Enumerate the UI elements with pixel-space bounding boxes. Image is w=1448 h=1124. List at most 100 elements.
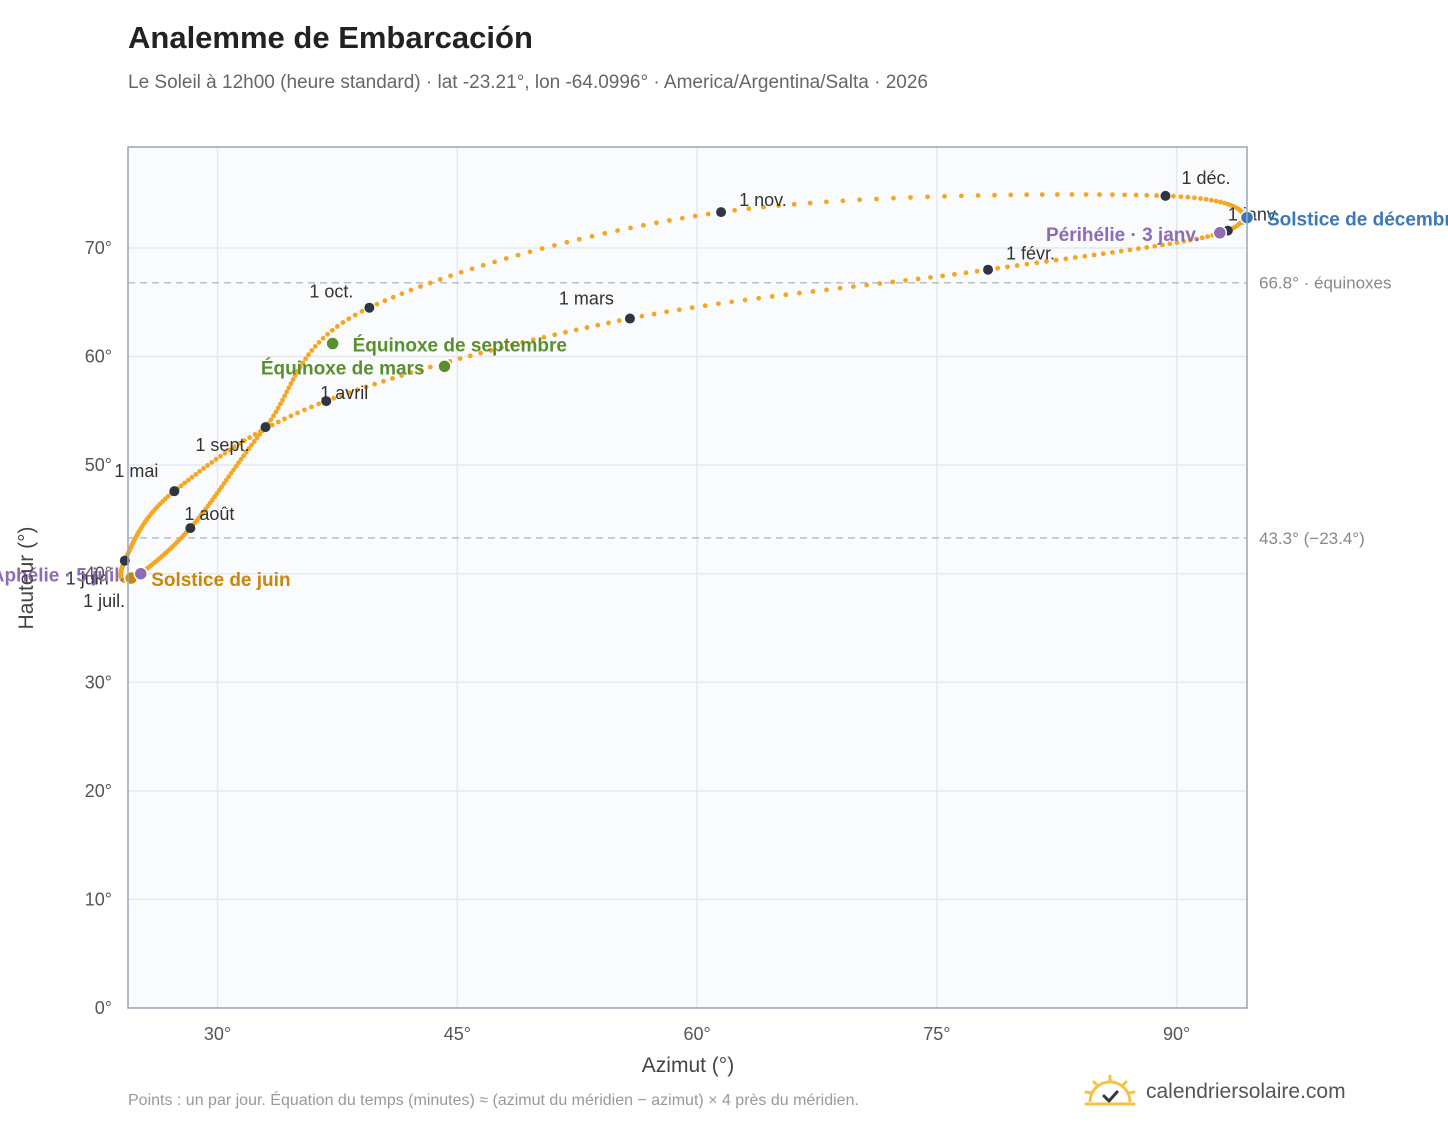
plot-frame xyxy=(127,146,1248,1009)
day-point xyxy=(339,393,344,398)
day-point xyxy=(616,318,622,324)
month-label: 1 juil. xyxy=(83,591,125,611)
day-point xyxy=(233,463,239,469)
day-point xyxy=(925,194,930,200)
day-point xyxy=(254,435,260,441)
day-point xyxy=(221,481,227,486)
day-point xyxy=(282,416,287,422)
day-point xyxy=(228,470,234,476)
month-label: 1 août xyxy=(184,504,234,524)
day-point xyxy=(807,200,813,206)
x-axis-ticks: 30° 45° 60° 75° 90° xyxy=(204,1024,1190,1044)
day-point xyxy=(312,344,318,349)
day-point xyxy=(942,193,947,199)
day-point xyxy=(269,422,275,428)
day-point xyxy=(975,193,981,198)
day-point xyxy=(651,311,657,317)
chart-title: Analemme de Embarcación xyxy=(128,20,533,55)
day-point xyxy=(282,393,288,399)
day-point xyxy=(1083,192,1089,197)
day-point xyxy=(1034,260,1040,266)
day-point xyxy=(288,381,294,387)
day-point xyxy=(236,441,242,447)
day-point xyxy=(903,278,908,283)
day-point xyxy=(602,230,608,236)
chart-subtitle: Le Soleil à 12h00 (heure standard) · lat… xyxy=(128,72,928,93)
event-label: Équinoxe de septembre xyxy=(353,335,567,357)
day-point xyxy=(1097,192,1102,197)
day-point xyxy=(877,281,883,286)
day-point xyxy=(303,356,308,362)
day-point xyxy=(1008,192,1014,198)
day-point xyxy=(243,449,249,455)
day-point xyxy=(530,337,536,343)
y-axis-label: Hauteur (°) xyxy=(15,527,38,630)
day-point xyxy=(1024,192,1030,198)
day-point xyxy=(241,453,247,459)
day-point xyxy=(963,270,969,276)
day-point xyxy=(334,324,340,329)
day-point xyxy=(286,385,292,391)
day-point xyxy=(209,459,215,465)
month-marker xyxy=(169,486,180,497)
day-point xyxy=(280,397,285,403)
day-point xyxy=(325,331,330,337)
day-point xyxy=(231,467,236,473)
day-point xyxy=(273,409,279,415)
brand[interactable]: calendriersolaire.com xyxy=(1084,1072,1346,1112)
day-point xyxy=(246,446,252,451)
day-point xyxy=(874,196,879,202)
day-point xyxy=(776,203,782,209)
day-point xyxy=(249,442,254,448)
day-point xyxy=(236,460,241,466)
day-point xyxy=(346,390,352,396)
day-point xyxy=(756,295,762,301)
month-marker xyxy=(716,207,727,218)
month-label: 1 févr. xyxy=(1006,244,1055,264)
day-point xyxy=(1159,242,1165,248)
day-point xyxy=(1044,259,1049,264)
day-point xyxy=(499,345,504,351)
day-point xyxy=(676,307,682,313)
day-point xyxy=(823,199,829,205)
day-point xyxy=(1194,236,1199,242)
day-point xyxy=(595,322,601,328)
day-point xyxy=(219,484,224,490)
event-marker xyxy=(325,336,340,351)
day-point xyxy=(824,287,829,293)
x-tick-label: 45° xyxy=(444,1024,471,1044)
day-point xyxy=(1110,192,1115,198)
day-point xyxy=(692,213,698,219)
day-point xyxy=(418,367,423,373)
day-point xyxy=(628,225,633,231)
day-point xyxy=(940,273,946,279)
day-point xyxy=(1208,197,1214,203)
day-point xyxy=(1187,237,1193,243)
day-point xyxy=(1205,234,1210,239)
brand-name[interactable]: calendriersolaire.com xyxy=(1146,1080,1346,1103)
day-point xyxy=(257,431,263,437)
event-marker xyxy=(133,566,149,581)
plot-area xyxy=(128,147,1247,1008)
day-point xyxy=(222,450,228,456)
month-label: 1 juin xyxy=(66,569,109,589)
day-point xyxy=(864,282,870,288)
day-point xyxy=(275,419,281,425)
day-point xyxy=(974,268,980,274)
footnote: Points : un par jour. Équation du temps … xyxy=(128,1092,859,1109)
day-point xyxy=(527,249,533,255)
day-point xyxy=(928,274,933,280)
day-point xyxy=(840,198,846,204)
day-point xyxy=(288,413,294,419)
y-tick-label: 30° xyxy=(85,672,112,692)
x-tick-label: 30° xyxy=(204,1024,231,1044)
day-point xyxy=(197,469,203,474)
day-point xyxy=(1039,192,1045,197)
day-point xyxy=(492,259,498,265)
event-label: Solstice de décembre xyxy=(1267,210,1448,231)
day-point xyxy=(427,280,433,286)
day-point xyxy=(292,372,298,378)
day-point xyxy=(666,218,672,223)
day-point xyxy=(1167,241,1173,247)
